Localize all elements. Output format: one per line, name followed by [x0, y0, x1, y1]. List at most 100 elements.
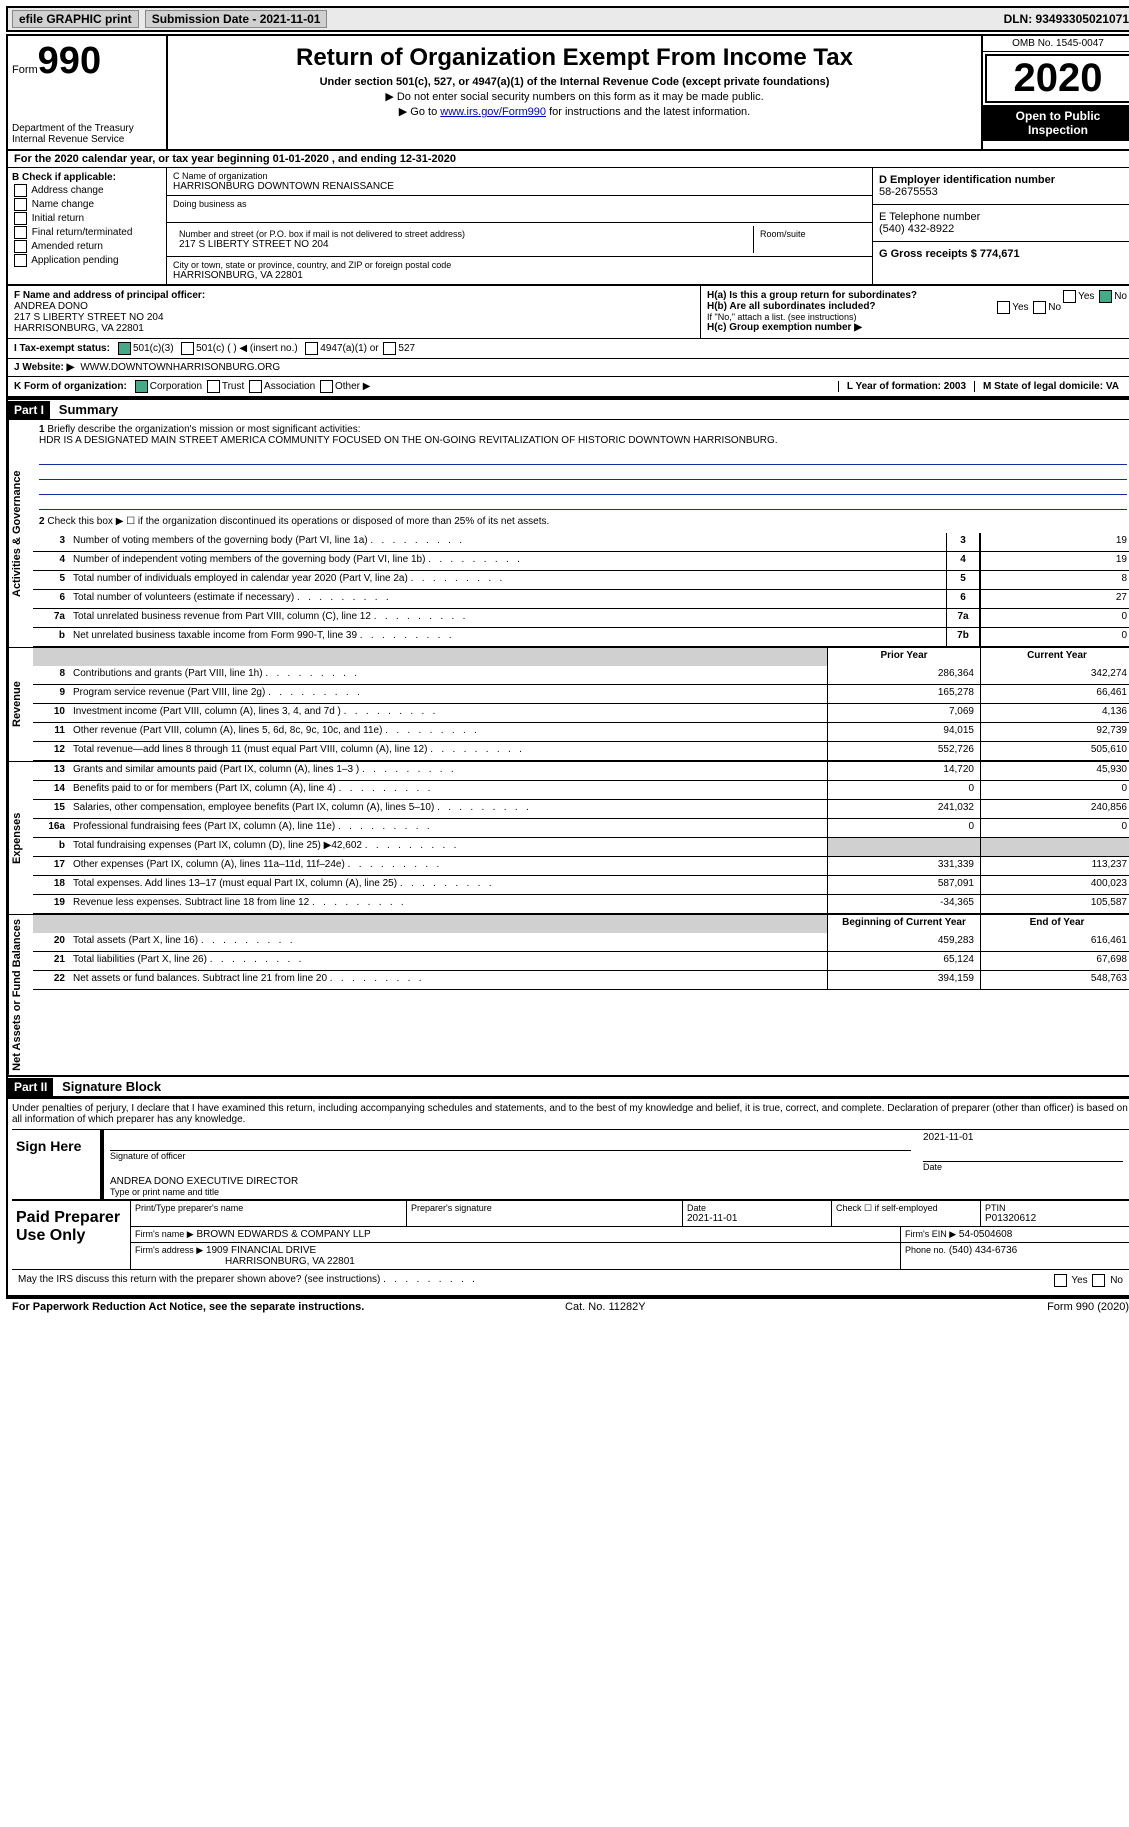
- summary-line: 3Number of voting members of the governi…: [33, 533, 1129, 552]
- form-header: Form990 Department of the Treasury Inter…: [8, 36, 1129, 151]
- perjury-declaration: Under penalties of perjury, I declare th…: [12, 1103, 1129, 1125]
- side-expenses: Expenses: [8, 762, 33, 914]
- g-gross-receipts: G Gross receipts $ 774,671: [879, 248, 1127, 260]
- col-header-net: Beginning of Current Year End of Year: [33, 915, 1129, 933]
- firm-name: BROWN EDWARDS & COMPANY LLP: [196, 1229, 370, 1240]
- chk-discuss-no[interactable]: [1092, 1274, 1105, 1287]
- e-label: E Telephone number: [879, 211, 1127, 223]
- line1-label: Briefly describe the organization's miss…: [47, 424, 360, 435]
- submission-date-button[interactable]: Submission Date - 2021-11-01: [145, 10, 328, 28]
- officer-addr1: 217 S LIBERTY STREET NO 204: [14, 312, 694, 323]
- f-officer-box: F Name and address of principal officer:…: [8, 286, 701, 338]
- note-goto: ▶ Go to www.irs.gov/Form990 for instruct…: [176, 105, 973, 118]
- form-990-container: Form990 Department of the Treasury Inter…: [6, 34, 1129, 1297]
- summary-line: 20Total assets (Part X, line 16)459,2836…: [33, 933, 1129, 952]
- tax-year: 2020: [985, 54, 1129, 103]
- chk-4947[interactable]: [305, 342, 318, 355]
- hb-note: If "No," attach a list. (see instruction…: [707, 312, 1127, 322]
- sig-officer-label: Signature of officer: [110, 1151, 911, 1161]
- line1-text: HDR IS A DESIGNATED MAIN STREET AMERICA …: [39, 435, 778, 446]
- page-footer: For Paperwork Reduction Act Notice, see …: [6, 1297, 1129, 1315]
- ha-label: H(a) Is this a group return for subordin…: [707, 290, 917, 301]
- form-subtitle: Under section 501(c), 527, or 4947(a)(1)…: [176, 76, 973, 88]
- chk-corp[interactable]: [135, 380, 148, 393]
- line2-text: Check this box ▶ ☐ if the organization d…: [47, 516, 549, 527]
- room-label: Room/suite: [760, 229, 860, 239]
- part-1-header: Part I Summary: [8, 398, 1129, 420]
- website-value: WWW.DOWNTOWNHARRISONBURG.ORG: [80, 362, 280, 373]
- check-b-column: B Check if applicable: Address change Na…: [8, 168, 167, 284]
- cat-no: Cat. No. 11282Y: [565, 1301, 646, 1313]
- chk-other[interactable]: [320, 380, 333, 393]
- m-state-domicile: M State of legal domicile: VA: [974, 381, 1127, 392]
- row-f-h: F Name and address of principal officer:…: [8, 286, 1129, 339]
- chk-assoc[interactable]: [249, 380, 262, 393]
- chk-501c[interactable]: [181, 342, 194, 355]
- form-title: Return of Organization Exempt From Incom…: [176, 44, 973, 72]
- firm-ein: 54-0504608: [959, 1229, 1012, 1240]
- chk-discuss-yes[interactable]: [1054, 1274, 1067, 1287]
- chk-amended-return[interactable]: Amended return: [12, 240, 162, 253]
- side-governance: Activities & Governance: [8, 420, 33, 647]
- chk-name-change[interactable]: Name change: [12, 198, 162, 211]
- org-city: HARRISONBURG, VA 22801: [173, 270, 866, 281]
- summary-line: 8Contributions and grants (Part VIII, li…: [33, 666, 1129, 685]
- header-right: OMB No. 1545-0047 2020 Open to Public In…: [981, 36, 1129, 149]
- paid-preparer-section: Paid Preparer Use Only Print/Type prepar…: [12, 1200, 1129, 1269]
- summary-line: 21Total liabilities (Part X, line 26)65,…: [33, 952, 1129, 971]
- side-net-assets: Net Assets or Fund Balances: [8, 915, 33, 1075]
- irs-link[interactable]: www.irs.gov/Form990: [440, 106, 546, 118]
- summary-line: 5Total number of individuals employed in…: [33, 571, 1129, 590]
- form-number: 990: [38, 40, 101, 82]
- summary-line: 7aTotal unrelated business revenue from …: [33, 609, 1129, 628]
- chk-initial-return[interactable]: Initial return: [12, 212, 162, 225]
- col-header-rev: Prior Year Current Year: [33, 648, 1129, 666]
- dept-treasury: Department of the Treasury Internal Reve…: [12, 123, 162, 145]
- row-j-website: J Website: ▶ WWW.DOWNTOWNHARRISONBURG.OR…: [8, 359, 1129, 377]
- summary-line: 18Total expenses. Add lines 13–17 (must …: [33, 876, 1129, 895]
- summary-line: bNet unrelated business taxable income f…: [33, 628, 1129, 647]
- efile-print-button[interactable]: efile GRAPHIC print: [12, 10, 139, 28]
- part-2-tag: Part II: [8, 1078, 53, 1096]
- l-year-formation: L Year of formation: 2003: [838, 381, 974, 392]
- summary-line: 12Total revenue—add lines 8 through 11 (…: [33, 742, 1129, 761]
- part-2-header: Part II Signature Block: [8, 1075, 1129, 1097]
- note-ssn: ▶ Do not enter social security numbers o…: [176, 90, 973, 103]
- org-info-column: C Name of organization HARRISONBURG DOWN…: [167, 168, 872, 284]
- expenses-section: Expenses 13Grants and similar amounts pa…: [8, 761, 1129, 914]
- type-name-label: Type or print name and title: [110, 1187, 1123, 1197]
- right-info-column: D Employer identification number 58-2675…: [872, 168, 1129, 284]
- firm-addr: 1909 FINANCIAL DRIVE: [206, 1245, 316, 1256]
- row-a-tax-year: For the 2020 calendar year, or tax year …: [8, 151, 1129, 168]
- header-mid: Return of Organization Exempt From Incom…: [168, 36, 981, 149]
- chk-application-pending[interactable]: Application pending: [12, 254, 162, 267]
- chk-501c3[interactable]: [118, 342, 131, 355]
- sign-here-label: Sign Here: [12, 1130, 100, 1199]
- chk-final-return[interactable]: Final return/terminated: [12, 226, 162, 239]
- summary-line: 16aProfessional fundraising fees (Part I…: [33, 819, 1129, 838]
- chk-address-change[interactable]: Address change: [12, 184, 162, 197]
- row-i-tax-status: I Tax-exempt status: 501(c)(3) 501(c) ( …: [8, 339, 1129, 359]
- chk-trust[interactable]: [207, 380, 220, 393]
- org-name: HARRISONBURG DOWNTOWN RENAISSANCE: [173, 181, 866, 192]
- sig-date-label: Date: [923, 1162, 1123, 1172]
- form-ref: Form 990 (2020): [1047, 1301, 1129, 1313]
- officer-name-title: ANDREA DONO EXECUTIVE DIRECTOR: [110, 1176, 1123, 1187]
- addr-label: Number and street (or P.O. box if mail i…: [179, 229, 747, 239]
- officer-addr2: HARRISONBURG, VA 22801: [14, 323, 694, 334]
- chk-527[interactable]: [383, 342, 396, 355]
- signature-block: Under penalties of perjury, I declare th…: [8, 1097, 1129, 1295]
- paid-preparer-label: Paid Preparer Use Only: [12, 1201, 131, 1269]
- revenue-section: Revenue Prior Year Current Year 8Contrib…: [8, 647, 1129, 761]
- hc-label: H(c) Group exemption number ▶: [707, 322, 1127, 333]
- summary-line: 11Other revenue (Part VIII, column (A), …: [33, 723, 1129, 742]
- c-label: C Name of organization: [173, 171, 866, 181]
- check-b-title: B Check if applicable:: [12, 172, 162, 183]
- summary-line: 17Other expenses (Part IX, column (A), l…: [33, 857, 1129, 876]
- part-1-tag: Part I: [8, 401, 50, 419]
- part-2-title: Signature Block: [56, 1077, 167, 1096]
- part-1-title: Summary: [53, 400, 124, 419]
- summary-line: 6Total number of volunteers (estimate if…: [33, 590, 1129, 609]
- open-to-public: Open to Public Inspection: [983, 105, 1129, 141]
- firm-phone: (540) 434-6736: [949, 1245, 1017, 1256]
